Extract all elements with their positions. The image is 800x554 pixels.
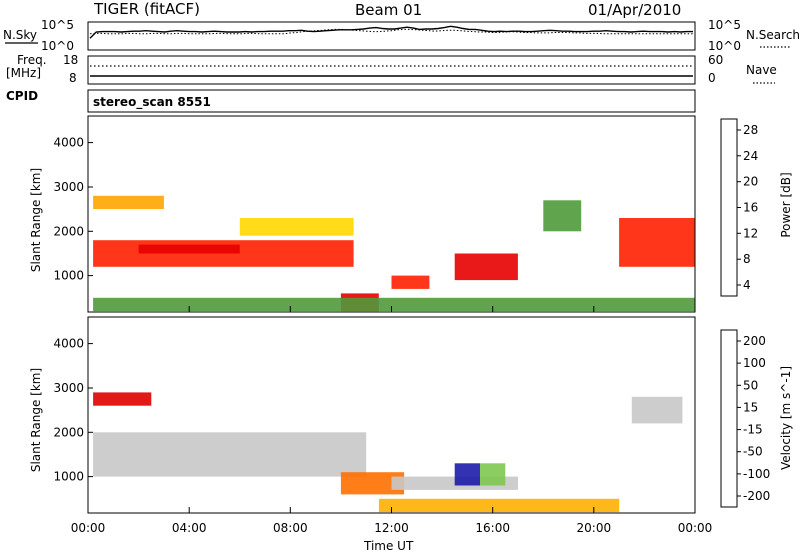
velocity-colorbar-tick-label-7: -200	[743, 489, 770, 503]
velocity-colorbar-frame	[720, 329, 738, 508]
power-yaxis: 4000 3000 2000 1000	[53, 136, 93, 283]
noise-panel: N.Sky 10^5 10^0 10^5 10^0 N.Search	[3, 18, 800, 53]
power-colorbar-tick-label-1: 24	[743, 149, 758, 163]
velocity-ytick-label-1: 3000	[53, 381, 84, 395]
power-colorbar-tick-label-6: 4	[743, 278, 751, 292]
time-tick-label-4: 16:00	[475, 521, 510, 535]
time-tick-label-6: 00:00	[678, 521, 713, 535]
freq-label-bottom: [MHz]	[6, 66, 41, 80]
velocity-colorbar-tick-label-4: -15	[743, 423, 763, 437]
power-region-7	[543, 200, 582, 232]
power-region-8	[619, 218, 695, 267]
power-region-9	[93, 297, 696, 312]
velocity-ytick-label-0: 4000	[53, 337, 84, 351]
beam-label: Beam 01	[355, 1, 422, 19]
noise-panel-frame	[87, 21, 696, 51]
power-colorbar: 28 24 20 16 12 8 4 Power [dB]	[720, 118, 793, 297]
n-search-series	[89, 28, 693, 35]
power-colorbar-ticks: 28 24 20 16 12 8 4	[737, 123, 758, 292]
freq-right-tick-bottom: 0	[708, 71, 716, 85]
noise-left-tick-top: 10^5	[41, 18, 74, 32]
velocity-colorbar-tick-label-2: 50	[743, 378, 758, 392]
velocity-colorbar-tick-label-6: -100	[743, 467, 770, 481]
cpid-panel-frame	[87, 89, 696, 113]
velocity-region-6	[93, 392, 152, 406]
time-tick-label-2: 08:00	[273, 521, 308, 535]
cpid-label: CPID	[6, 89, 38, 103]
freq-left-tick-bottom: 8	[69, 71, 77, 85]
velocity-region-7	[631, 396, 683, 424]
nave-label: Nave	[746, 63, 777, 77]
cpid-value: stereo_scan 8551	[93, 95, 211, 110]
velocity-ylabel: Slant Range [km]	[29, 368, 43, 472]
velocity-panel: 4000 3000 2000 1000 Slant Range [km]	[29, 316, 696, 514]
power-region-6	[454, 253, 518, 281]
time-tick-label-3: 12:00	[374, 521, 409, 535]
velocity-ytick-label-3: 1000	[53, 470, 84, 484]
velocity-colorbar-tick-label-5: -50	[743, 445, 763, 459]
power-ytick-label-1: 3000	[53, 180, 84, 194]
velocity-colorbar-label: Velocity [m s^-1]	[779, 366, 793, 470]
power-region-2	[93, 195, 164, 210]
power-colorbar-label: Power [dB]	[779, 172, 793, 237]
power-colorbar-tick-label-3: 16	[743, 201, 758, 215]
velocity-region-0	[93, 432, 367, 477]
frequency-panel-frame	[87, 55, 696, 85]
velocity-colorbar-tick-label-1: 100	[743, 356, 766, 370]
power-colorbar-tick-label-5: 8	[743, 252, 751, 266]
power-colorbar-tick-label-0: 28	[743, 123, 758, 137]
velocity-colorbar-ticks: 200 100 50 15 -15 -50 -100 -200	[737, 334, 770, 503]
power-data-cells	[93, 195, 696, 312]
velocity-ytick-label-2: 2000	[53, 425, 84, 439]
velocity-colorbar-tick-label-3: 15	[743, 400, 758, 414]
n-sky-label: N.Sky	[3, 28, 37, 42]
power-colorbar-tick-label-2: 20	[743, 175, 758, 189]
power-ytick-label-3: 1000	[53, 269, 84, 283]
noise-left-tick-bottom: 10^0	[41, 39, 74, 53]
power-colorbar-frame	[720, 118, 738, 297]
power-ytick-label-2: 2000	[53, 224, 84, 238]
noise-right-tick-bottom: 10^0	[708, 39, 741, 53]
n-sky-series	[89, 25, 693, 39]
freq-right-tick-top: 60	[708, 53, 723, 67]
plot-title: TIGER (fitACF)	[93, 0, 200, 18]
time-axis: 00:00 04:00 08:00 12:00 16:00 20:00 00:00	[71, 306, 713, 535]
power-ytick-label-0: 4000	[53, 136, 84, 150]
velocity-region-4	[454, 463, 480, 486]
velocity-region-2	[378, 498, 620, 513]
power-colorbar-tick-label-4: 12	[743, 226, 758, 240]
power-ylabel: Slant Range [km]	[29, 168, 43, 272]
velocity-data-cells	[93, 392, 683, 513]
velocity-yaxis: 4000 3000 2000 1000	[53, 337, 93, 484]
date-label: 01/Apr/2010	[588, 1, 681, 19]
power-region-5	[391, 275, 430, 289]
frequency-panel: Freq. [MHz] 18 8 60 0 Nave CPID	[6, 53, 777, 103]
noise-right-tick-top: 10^5	[708, 18, 741, 32]
velocity-region-1	[340, 472, 405, 495]
power-panel: 4000 3000 2000 1000 Slant Range [km]	[29, 115, 696, 313]
power-region-3	[239, 218, 354, 236]
velocity-region-5	[480, 463, 506, 486]
power-region-1	[138, 244, 240, 254]
velocity-colorbar: 200 100 50 15 -15 -50 -100 -200 Velocity [m s^-…	[720, 329, 793, 508]
n-search-label: N.Search	[746, 28, 800, 42]
time-tick-label-1: 04:00	[172, 521, 207, 535]
freq-label-top: Freq.	[17, 53, 47, 67]
time-tick-label-5: 20:00	[577, 521, 612, 535]
time-axis-label: Time UT	[363, 539, 414, 553]
velocity-colorbar-tick-label-0: 200	[743, 334, 766, 348]
time-tick-label-0: 00:00	[71, 521, 106, 535]
freq-left-tick-top: 18	[63, 53, 78, 67]
